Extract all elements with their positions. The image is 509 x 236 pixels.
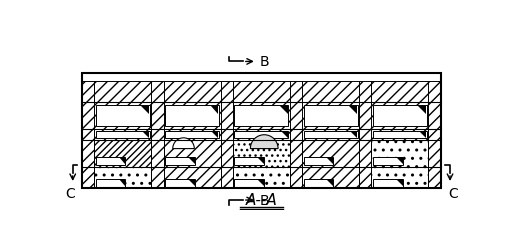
Bar bbox=[303, 179, 333, 187]
Bar bbox=[165, 105, 218, 126]
Bar bbox=[96, 131, 150, 139]
Bar bbox=[234, 179, 264, 187]
Bar bbox=[94, 140, 151, 167]
Text: B: B bbox=[259, 194, 269, 208]
Polygon shape bbox=[187, 179, 194, 186]
Bar bbox=[163, 140, 220, 167]
Polygon shape bbox=[118, 157, 125, 164]
Polygon shape bbox=[279, 106, 287, 114]
Bar bbox=[372, 105, 426, 126]
Polygon shape bbox=[210, 106, 218, 114]
Bar bbox=[233, 140, 289, 167]
Wedge shape bbox=[173, 138, 194, 149]
Bar bbox=[82, 81, 440, 102]
Bar bbox=[302, 140, 358, 167]
Bar bbox=[358, 167, 371, 189]
Bar bbox=[372, 157, 402, 165]
Bar bbox=[303, 105, 357, 126]
Bar bbox=[428, 167, 440, 189]
Bar bbox=[234, 131, 288, 139]
Bar bbox=[82, 167, 94, 189]
Polygon shape bbox=[187, 157, 194, 164]
Polygon shape bbox=[257, 179, 264, 186]
Bar bbox=[289, 167, 302, 189]
Bar bbox=[302, 167, 358, 189]
Bar bbox=[82, 140, 440, 167]
Bar bbox=[372, 179, 402, 187]
Polygon shape bbox=[257, 157, 264, 164]
Polygon shape bbox=[118, 179, 125, 186]
Bar bbox=[163, 167, 220, 189]
Polygon shape bbox=[326, 179, 333, 186]
Polygon shape bbox=[211, 131, 218, 138]
Text: C: C bbox=[447, 187, 457, 201]
Polygon shape bbox=[395, 157, 402, 164]
Bar bbox=[372, 131, 426, 139]
Bar bbox=[96, 105, 150, 126]
Text: A--A: A--A bbox=[245, 193, 277, 208]
Bar bbox=[82, 167, 440, 189]
Bar bbox=[173, 141, 194, 149]
Polygon shape bbox=[349, 131, 356, 138]
Polygon shape bbox=[142, 131, 149, 138]
Bar bbox=[82, 73, 440, 189]
Bar bbox=[234, 157, 264, 165]
Bar bbox=[234, 105, 288, 126]
Bar bbox=[220, 167, 233, 189]
Text: C: C bbox=[65, 187, 74, 201]
Bar bbox=[165, 131, 218, 139]
Bar bbox=[303, 131, 357, 139]
Bar bbox=[303, 157, 333, 165]
Bar bbox=[96, 157, 125, 165]
Polygon shape bbox=[326, 157, 333, 164]
Bar bbox=[82, 129, 440, 140]
Polygon shape bbox=[280, 131, 287, 138]
Polygon shape bbox=[395, 179, 402, 186]
Text: B: B bbox=[259, 55, 269, 69]
Bar bbox=[151, 167, 163, 189]
Polygon shape bbox=[418, 106, 426, 114]
Polygon shape bbox=[141, 106, 149, 114]
Bar bbox=[250, 139, 277, 149]
Bar bbox=[165, 179, 194, 187]
Bar bbox=[165, 157, 194, 165]
Polygon shape bbox=[349, 106, 356, 114]
Bar bbox=[96, 179, 125, 187]
Bar bbox=[82, 102, 440, 129]
Polygon shape bbox=[418, 131, 426, 138]
Wedge shape bbox=[250, 135, 277, 149]
Bar bbox=[371, 140, 428, 167]
